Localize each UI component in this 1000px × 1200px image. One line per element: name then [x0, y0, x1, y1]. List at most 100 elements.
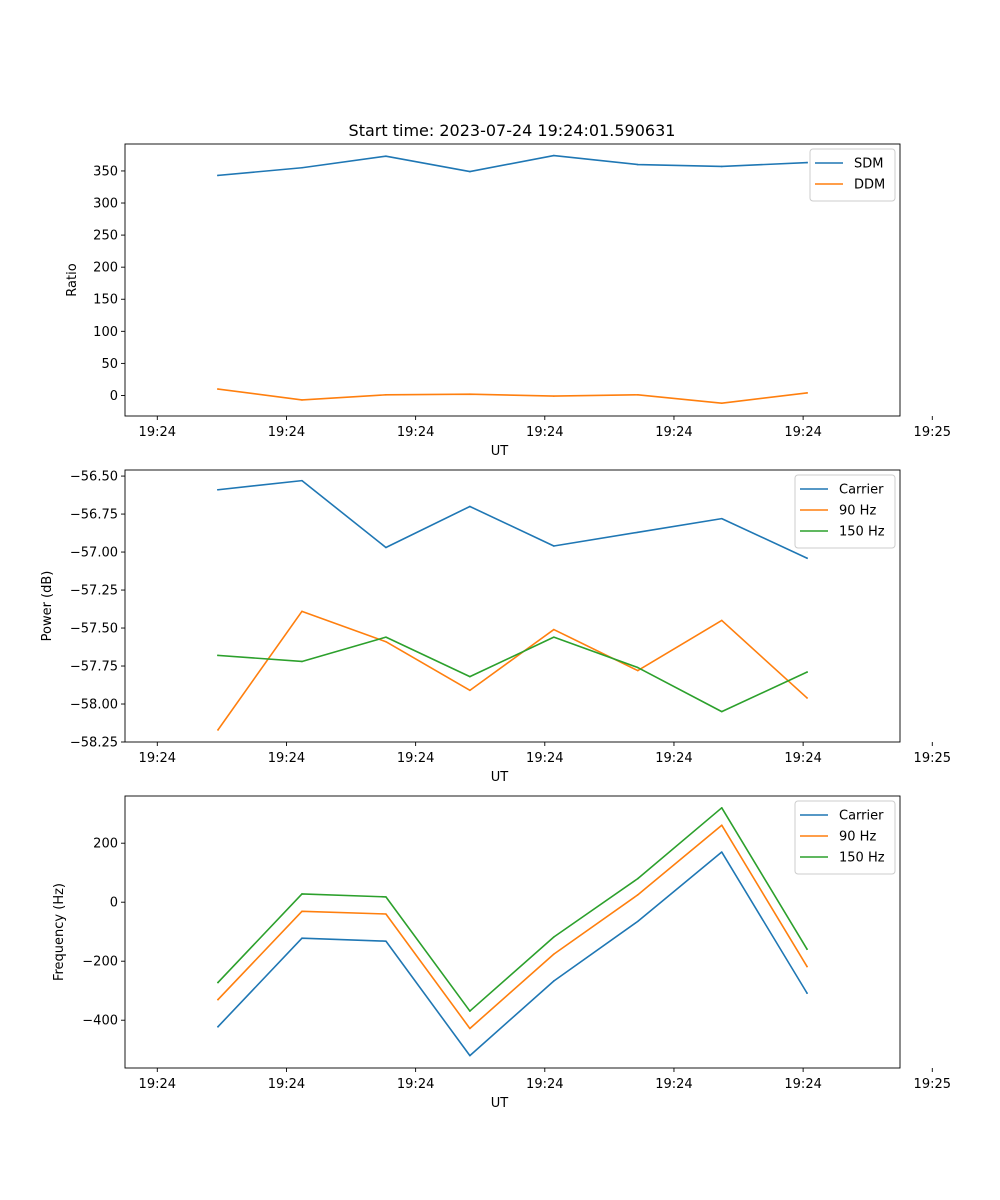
data-point — [469, 689, 471, 692]
chart-panels: 19:24 19:24 19:24 19:24 19:24 19:24 19:25 UT 0 50… — [40, 143, 951, 1111]
legend-label: SDM — [854, 157, 883, 172]
data-point — [720, 165, 723, 168]
legend-box — [794, 800, 896, 875]
data-point — [553, 154, 555, 157]
plot-frame — [124, 469, 901, 743]
data-point — [806, 557, 808, 559]
x-tick-label: 19:25 — [914, 1077, 951, 1092]
data-point — [636, 920, 639, 923]
data-point — [720, 807, 723, 809]
x-tick-label: 19:24 — [784, 425, 821, 440]
y-axis-label: Frequency (Hz) — [52, 883, 67, 981]
data-point — [806, 965, 808, 968]
data-point — [636, 163, 639, 166]
data-point — [385, 896, 387, 898]
data-point — [806, 992, 808, 994]
data-point — [553, 636, 555, 638]
legend-label: 90 Hz — [839, 830, 876, 845]
plot-frame — [124, 795, 901, 1069]
x-tick-label: 19:24 — [526, 1077, 563, 1092]
x-tick-label: 19:24 — [784, 751, 821, 766]
x-tick-label: 19:24 — [526, 425, 563, 440]
legend-box — [809, 148, 896, 202]
data-point — [385, 546, 387, 549]
series-line-carrier — [216, 851, 809, 1057]
data-point — [636, 666, 639, 669]
data-point — [636, 394, 639, 396]
data-point — [385, 940, 387, 942]
y-tick-label: −58.25 — [70, 736, 118, 751]
legend: Carrier 90 Hz 150 Hz — [794, 474, 896, 549]
data-point — [217, 981, 219, 984]
data-point — [806, 948, 808, 950]
chart-panel-2: 19:24 19:24 19:24 19:24 19:24 19:24 19:25 UT −58… — [40, 469, 951, 785]
data-point — [553, 628, 555, 631]
data-point — [301, 937, 303, 939]
data-point — [636, 531, 639, 534]
data-point — [385, 913, 387, 915]
data-point — [469, 170, 471, 173]
data-point — [553, 545, 555, 547]
x-tick-label: 19:24 — [397, 751, 434, 766]
x-tick-label: 19:24 — [268, 425, 305, 440]
x-tick-label: 19:25 — [914, 751, 951, 766]
data-point — [469, 1027, 471, 1030]
legend: Carrier 90 Hz 150 Hz — [794, 800, 896, 875]
data-point — [217, 654, 219, 657]
data-point — [301, 893, 303, 895]
series-line-90-hz — [216, 610, 809, 731]
x-axis-label: UT — [491, 1096, 509, 1111]
data-point — [469, 1010, 471, 1012]
data-point — [301, 479, 303, 482]
chart-title: Start time: 2023-07-24 19:24:01.590631 — [349, 121, 676, 140]
y-axis-label: Ratio — [65, 263, 80, 296]
data-point — [217, 388, 219, 390]
data-point — [469, 675, 471, 678]
data-point — [469, 1054, 471, 1057]
x-axis-label: UT — [491, 444, 509, 459]
data-point — [301, 910, 303, 913]
y-tick-label: −56.50 — [70, 470, 118, 485]
x-tick-label: 19:24 — [655, 1077, 692, 1092]
plot-frame — [124, 143, 901, 417]
y-tick-label: 350 — [93, 164, 118, 179]
x-tick-label: 19:24 — [397, 425, 434, 440]
data-point — [469, 505, 471, 508]
x-tick-label: 19:24 — [655, 751, 692, 766]
x-tick-label: 19:24 — [268, 751, 305, 766]
y-tick-label: 100 — [93, 325, 118, 340]
data-point — [806, 671, 808, 673]
data-point — [385, 155, 387, 157]
legend-label: 150 Hz — [839, 851, 885, 866]
data-point — [217, 174, 219, 177]
data-point — [301, 399, 303, 401]
data-point — [385, 636, 387, 638]
data-point — [806, 392, 808, 394]
x-tick-label: 19:24 — [397, 1077, 434, 1092]
x-tick-label: 19:24 — [139, 425, 176, 440]
data-point — [720, 517, 723, 520]
y-tick-label: −57.25 — [70, 584, 118, 599]
x-tick-label: 19:24 — [526, 751, 563, 766]
data-point — [553, 953, 555, 955]
y-tick-label: −58.00 — [70, 698, 118, 713]
legend: SDM DDM — [809, 148, 896, 202]
y-tick-label: −200 — [82, 955, 118, 970]
x-tick-label: 19:24 — [784, 1077, 821, 1092]
series-line-90-hz — [216, 824, 809, 1030]
data-point — [217, 729, 219, 731]
y-tick-label: −400 — [82, 1014, 118, 1029]
y-tick-label: −57.00 — [70, 546, 118, 561]
y-tick-label: 50 — [101, 357, 118, 372]
data-point — [636, 894, 639, 896]
data-point — [720, 710, 723, 713]
y-tick-label: −57.75 — [70, 660, 118, 675]
y-tick-label: 150 — [93, 293, 118, 308]
y-tick-label: 0 — [110, 389, 118, 404]
data-point — [217, 488, 219, 491]
data-point — [720, 824, 723, 827]
legend-label: 150 Hz — [839, 525, 885, 540]
data-point — [636, 669, 639, 672]
data-point — [636, 877, 639, 880]
